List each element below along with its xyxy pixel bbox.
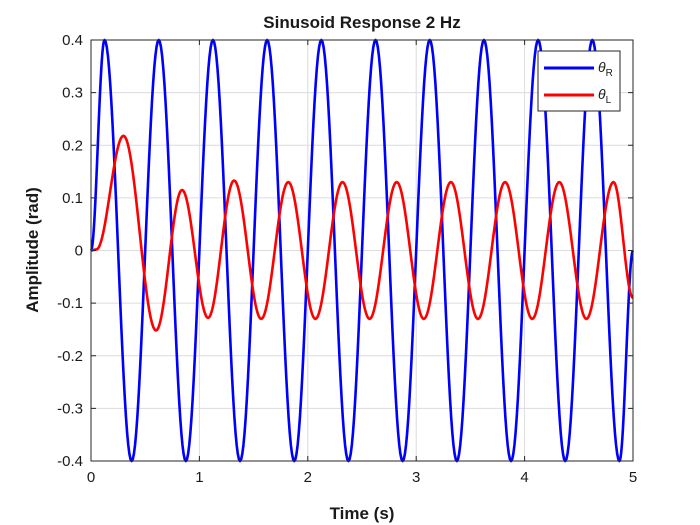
x-tick-label-0: 0 [87,469,95,486]
series-layer [89,38,635,463]
chart-title: Sinusoid Response 2 Hz [263,13,460,32]
y-tick-label-0p4: 0.4 [62,32,83,49]
legend-entry-theta-l-subscript: L [606,95,612,106]
ticks: 0 1 2 3 4 5 0.4 0.3 0.2 0.1 0 -0.1 -0.2 -0.3 -0.4 [57,32,637,486]
y-tick-label-neg0p4: -0.4 [57,453,83,470]
y-tick-label-neg0p3: -0.3 [57,400,83,417]
legend-entry-theta-r-subscript: R [606,68,613,79]
x-tick-label-4: 4 [520,469,528,486]
y-tick-label-neg0p2: -0.2 [57,348,83,365]
x-tick-label-1: 1 [195,469,203,486]
y-tick-label-0p2: 0.2 [62,137,83,154]
y-axis-label: Amplitude (rad) [23,187,42,313]
x-axis-label: Time (s) [330,504,395,523]
legend-entry-theta-l: θL [598,86,612,106]
series-line-theta-r [89,38,635,463]
legend-entry-theta-l-symbol: θ [598,86,606,102]
y-tick-label-0p1: 0.1 [62,190,83,207]
y-tick-label-neg0p1: -0.1 [57,295,83,312]
legend-entry-theta-r: θR [598,59,613,79]
legend-entry-theta-r-symbol: θ [598,59,606,75]
legend-box [537,50,621,112]
y-tick-label-0p3: 0.3 [62,85,83,102]
y-tick-label-0: 0 [75,243,83,260]
series-line-theta-l [89,134,634,332]
legend: θR θL [537,50,621,112]
x-tick-label-5: 5 [629,469,637,486]
x-tick-label-3: 3 [412,469,420,486]
x-tick-label-2: 2 [304,469,312,486]
